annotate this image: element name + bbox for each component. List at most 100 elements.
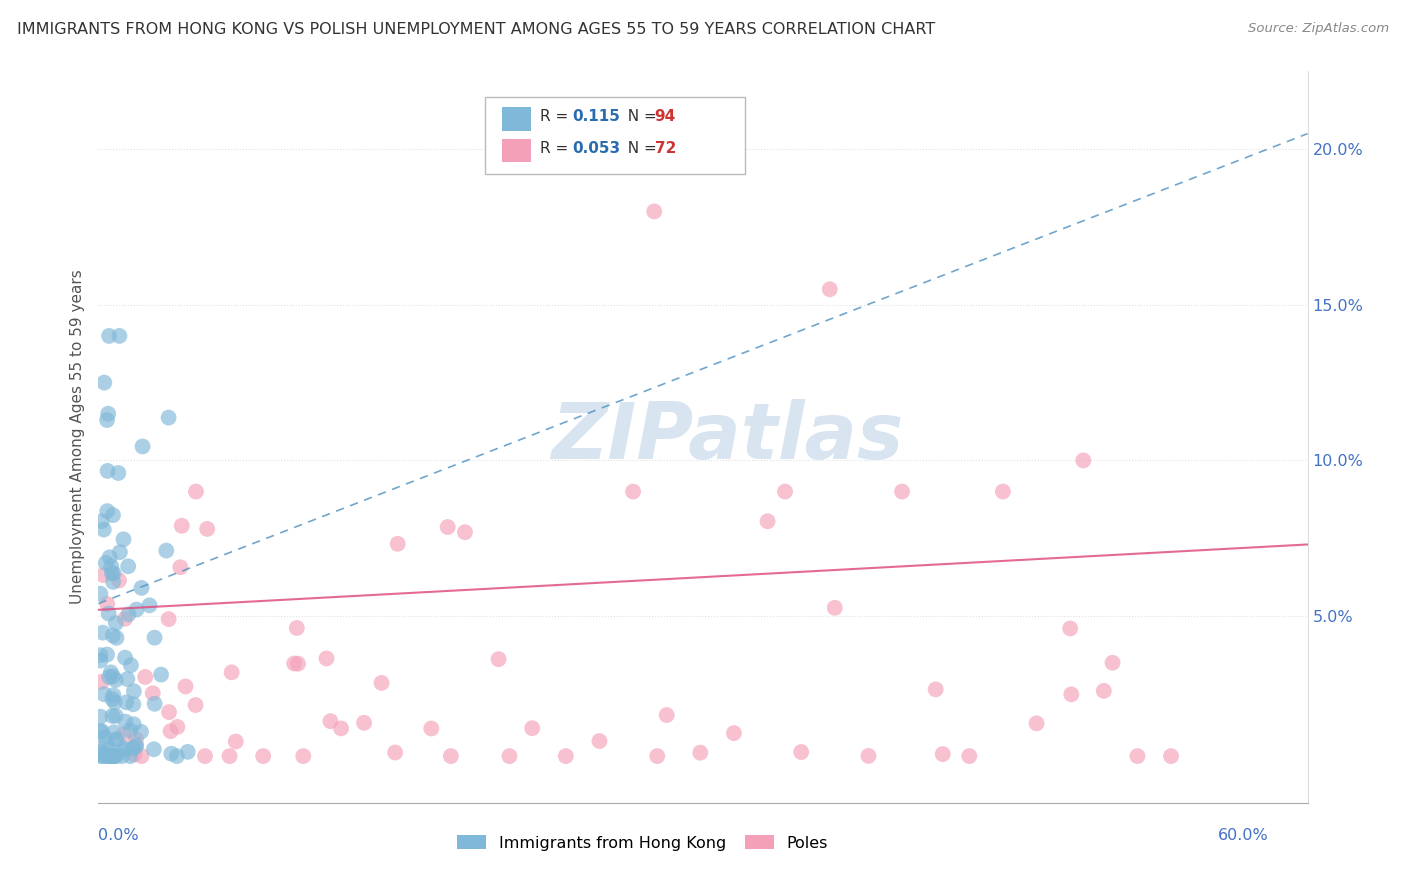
Point xyxy=(105,732,128,747)
Point xyxy=(225,734,247,748)
Point xyxy=(114,714,136,729)
Point xyxy=(125,738,148,752)
Point xyxy=(436,520,458,534)
Point xyxy=(143,697,166,711)
Point xyxy=(89,724,111,739)
Point xyxy=(420,722,443,736)
Point xyxy=(93,376,115,390)
Point xyxy=(924,682,946,697)
Text: 60.0%: 60.0% xyxy=(1218,828,1268,843)
Point xyxy=(105,631,128,645)
FancyBboxPatch shape xyxy=(502,107,531,130)
Point xyxy=(387,537,409,551)
Point xyxy=(134,670,156,684)
Legend: Immigrants from Hong Kong, Poles: Immigrants from Hong Kong, Poles xyxy=(451,829,834,857)
Point xyxy=(97,464,120,478)
Point xyxy=(498,749,520,764)
Point xyxy=(621,484,644,499)
Point xyxy=(100,559,122,574)
Point xyxy=(790,745,813,759)
Point xyxy=(174,680,197,694)
Point xyxy=(131,581,153,595)
Point xyxy=(150,667,173,681)
Point xyxy=(114,650,136,665)
Point xyxy=(818,282,841,296)
Point xyxy=(142,742,165,756)
Point xyxy=(120,658,142,673)
Point xyxy=(103,725,125,739)
Point xyxy=(93,523,115,537)
Point xyxy=(283,657,305,671)
Point xyxy=(98,670,121,684)
Point xyxy=(112,727,135,741)
Text: N =: N = xyxy=(619,141,662,156)
Point xyxy=(122,684,145,698)
Point xyxy=(94,737,117,751)
Point xyxy=(101,508,124,522)
Point xyxy=(91,625,114,640)
Point xyxy=(124,747,146,762)
Point xyxy=(90,749,112,764)
Point xyxy=(655,708,678,723)
Point xyxy=(155,543,177,558)
Point xyxy=(121,741,143,756)
Point xyxy=(98,329,121,343)
Point xyxy=(1126,749,1149,764)
Text: 0.053: 0.053 xyxy=(572,141,620,156)
Text: R =: R = xyxy=(540,109,572,124)
Text: ZIPatlas: ZIPatlas xyxy=(551,399,903,475)
Point xyxy=(292,749,315,764)
Point xyxy=(756,514,779,528)
Text: R =: R = xyxy=(540,141,572,156)
Point xyxy=(129,724,152,739)
Point xyxy=(101,692,124,706)
Text: Source: ZipAtlas.com: Source: ZipAtlas.com xyxy=(1249,22,1389,36)
Point xyxy=(93,687,115,701)
Point xyxy=(100,749,122,764)
Point xyxy=(114,612,136,626)
Point xyxy=(104,673,127,687)
Point xyxy=(184,698,207,712)
Point xyxy=(218,749,240,764)
Point xyxy=(98,741,121,756)
FancyBboxPatch shape xyxy=(485,97,745,174)
Point xyxy=(125,732,148,747)
Point xyxy=(488,652,510,666)
Point xyxy=(108,329,131,343)
Point xyxy=(370,676,392,690)
Point xyxy=(112,741,135,756)
Point xyxy=(166,749,188,764)
Point xyxy=(166,720,188,734)
Point xyxy=(157,612,180,626)
Point xyxy=(96,413,118,427)
Text: N =: N = xyxy=(619,109,662,124)
Point xyxy=(103,566,125,581)
Point xyxy=(1092,684,1115,698)
Point xyxy=(90,674,112,689)
Point xyxy=(170,518,193,533)
Point xyxy=(723,726,745,740)
Point xyxy=(125,602,148,616)
Point xyxy=(104,749,127,764)
Point xyxy=(330,722,353,736)
Text: 0.115: 0.115 xyxy=(572,109,620,124)
Point xyxy=(104,749,127,764)
Point xyxy=(101,669,124,683)
Point xyxy=(89,648,111,662)
Point xyxy=(1059,622,1081,636)
Point xyxy=(117,672,139,686)
Point xyxy=(117,607,139,622)
Point xyxy=(89,709,111,723)
Text: IMMIGRANTS FROM HONG KONG VS POLISH UNEMPLOYMENT AMONG AGES 55 TO 59 YEARS CORRE: IMMIGRANTS FROM HONG KONG VS POLISH UNEM… xyxy=(17,22,935,37)
Point xyxy=(124,739,146,754)
Point xyxy=(90,747,112,761)
Point xyxy=(184,484,207,499)
Point xyxy=(122,698,145,712)
Text: 94: 94 xyxy=(655,109,676,124)
Point xyxy=(440,749,463,764)
Point xyxy=(104,695,127,709)
Point xyxy=(315,651,337,665)
Point xyxy=(120,749,142,764)
Point xyxy=(252,749,274,764)
Point xyxy=(97,407,120,421)
